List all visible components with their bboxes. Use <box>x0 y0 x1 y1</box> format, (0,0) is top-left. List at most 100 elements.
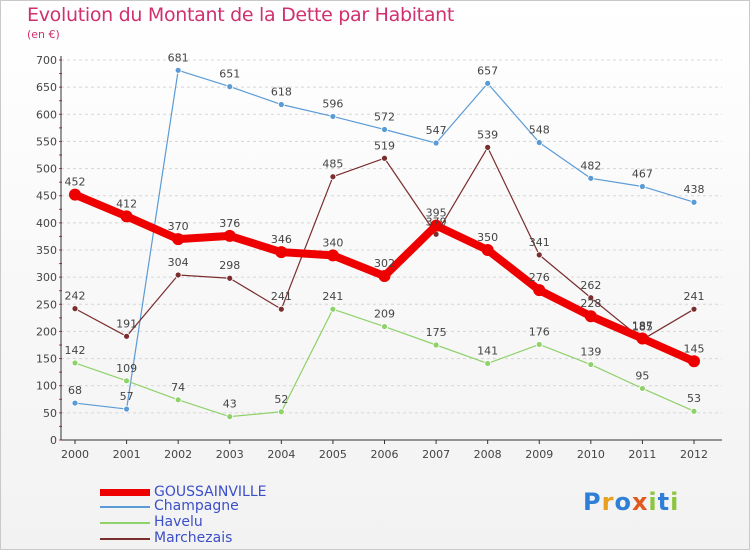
data-label: 412 <box>116 197 137 210</box>
data-label: 547 <box>426 124 447 137</box>
legend-label: Havelu <box>154 514 203 530</box>
data-point <box>277 408 285 416</box>
legend-swatch <box>100 538 150 540</box>
data-label: 139 <box>580 346 601 359</box>
data-label: 175 <box>426 326 447 339</box>
legend-label: Champagne <box>154 498 239 514</box>
data-point <box>71 359 79 367</box>
legend-item-marchezais: Marchezais <box>100 530 340 546</box>
data-point <box>587 174 595 182</box>
data-label: 141 <box>477 344 498 357</box>
data-point <box>381 154 388 162</box>
data-point <box>69 188 81 201</box>
y-tick-label: 200 <box>36 325 57 338</box>
data-point <box>484 360 492 367</box>
x-tick-label: 2008 <box>474 448 502 461</box>
x-tick-label: 2007 <box>422 448 450 461</box>
legend-label: GOUSSAINVILLE <box>154 484 267 500</box>
data-point <box>329 305 337 313</box>
y-tick-label: 550 <box>36 135 57 148</box>
data-label: 185 <box>632 321 653 334</box>
data-point <box>587 361 595 368</box>
data-label: 340 <box>322 236 343 249</box>
data-point <box>533 284 546 297</box>
data-label: 187 <box>632 319 653 332</box>
data-label: 467 <box>632 167 653 180</box>
data-point <box>378 270 391 283</box>
data-point <box>277 101 285 108</box>
data-point <box>174 66 182 74</box>
data-point <box>329 173 337 181</box>
data-point <box>329 113 337 120</box>
x-tick-label: 2011 <box>628 448 656 461</box>
data-point <box>690 407 698 415</box>
data-point <box>639 183 646 190</box>
legend-swatch <box>100 489 150 496</box>
data-point <box>120 210 133 223</box>
data-point <box>535 139 543 146</box>
data-point <box>226 83 234 90</box>
data-point <box>430 219 443 232</box>
data-label: 519 <box>374 139 395 152</box>
data-point <box>639 385 646 392</box>
y-tick-label: 50 <box>43 407 57 420</box>
data-label: 350 <box>477 231 498 244</box>
data-point <box>587 294 595 302</box>
data-point <box>174 271 182 279</box>
data-label: 379 <box>426 215 447 228</box>
data-point <box>535 251 543 259</box>
data-label: 209 <box>374 308 395 321</box>
data-point <box>690 305 698 313</box>
data-label: 53 <box>687 392 701 405</box>
chart-title: Evolution du Montant de la Dette par Hab… <box>27 4 455 26</box>
legend-swatch <box>100 522 150 524</box>
data-point <box>381 126 388 133</box>
y-tick-label: 350 <box>36 244 57 257</box>
data-label: 276 <box>529 271 550 284</box>
data-label: 304 <box>168 256 189 269</box>
data-label: 43 <box>223 398 237 411</box>
data-point <box>688 355 700 368</box>
y-tick-label: 450 <box>36 190 57 203</box>
data-point <box>277 305 285 313</box>
legend-label: Marchezais <box>154 530 233 546</box>
data-point <box>484 143 492 151</box>
x-tick-label: 2006 <box>371 448 399 461</box>
data-label: 241 <box>271 290 292 303</box>
data-point <box>123 377 130 385</box>
data-point <box>381 323 388 330</box>
x-tick-label: 2000 <box>61 448 89 461</box>
x-tick-label: 2002 <box>164 448 192 461</box>
data-point <box>584 310 597 323</box>
data-label: 68 <box>68 384 82 397</box>
y-tick-label: 600 <box>36 108 57 121</box>
y-tick-label: 650 <box>36 81 57 94</box>
data-label: 438 <box>684 183 705 196</box>
x-tick-label: 2009 <box>525 448 553 461</box>
data-point <box>481 244 494 256</box>
data-label: 52 <box>274 393 288 406</box>
data-label: 145 <box>684 342 705 355</box>
data-label: 302 <box>374 257 395 270</box>
data-label: 142 <box>65 344 86 357</box>
chart-subtitle: (en €) <box>27 28 60 41</box>
data-label: 241 <box>322 290 343 303</box>
y-tick-label: 100 <box>36 380 57 393</box>
data-label: 548 <box>529 124 550 137</box>
data-point <box>123 332 130 340</box>
data-label: 482 <box>580 159 601 172</box>
x-tick-label: 2003 <box>216 448 244 461</box>
data-label: 95 <box>635 369 649 382</box>
y-tick-label: 150 <box>36 353 57 366</box>
data-point <box>174 396 182 404</box>
data-label: 651 <box>219 68 240 81</box>
data-label: 57 <box>120 390 134 403</box>
data-point <box>535 341 543 348</box>
y-tick-label: 400 <box>36 217 57 230</box>
data-point <box>432 139 440 147</box>
data-label: 241 <box>684 290 705 303</box>
data-label: 376 <box>219 217 240 230</box>
data-label: 346 <box>271 233 292 246</box>
data-point <box>172 233 185 246</box>
data-point <box>484 79 492 87</box>
